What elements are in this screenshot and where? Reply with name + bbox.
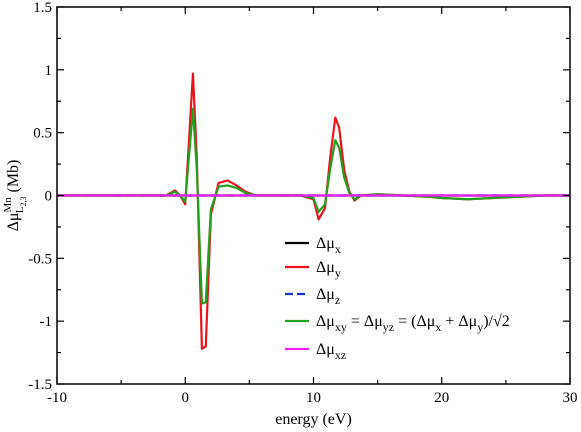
y-label-sup: Mn [2, 197, 14, 213]
legend-label-3: Δμz [316, 286, 340, 307]
x-tick-label: 0 [182, 390, 190, 406]
x-axis-label: energy (eV) [275, 411, 352, 428]
y-label-sub: L [14, 206, 26, 213]
legend-label-2: Δμy [316, 259, 341, 280]
series-layer [57, 72, 570, 350]
series-line-4 [57, 107, 570, 305]
x-tick-label: 10 [306, 390, 321, 406]
y-tick-label: 0.5 [33, 126, 52, 142]
y-tick-label: -1 [40, 314, 53, 330]
x-tick-label: -10 [47, 390, 67, 406]
legend-label-5: Δμxz [316, 341, 346, 362]
y-tick-label: 1 [45, 63, 53, 79]
ticks-layer: -10 0 10 20 30 -1.5 -1 -0.5 0 0.5 1 1.5 [28, 0, 577, 406]
y-tick-label: -1.5 [28, 377, 52, 393]
series-line-2 [57, 72, 570, 350]
y-label-suffix: (Mb) [5, 160, 22, 197]
legend-label-4: Δμxy = Δμyz = (Δμx + Δμy)/√2 [316, 313, 510, 334]
x-tick-label: 30 [563, 390, 578, 406]
y-label-subsub: 2,3 [19, 197, 28, 207]
x-tick-label: 20 [434, 390, 449, 406]
legend-label-1: Δμx [316, 235, 341, 256]
y-axis-label: ΔμMnL2,3 (Mb) [2, 160, 28, 232]
y-tick-label: 1.5 [33, 0, 52, 16]
legend: Δμx Δμy Δμz Δμxy = Δμyz = (Δμx + Δμy)/√2 Δμx… [285, 235, 510, 362]
y-tick-label: -0.5 [28, 251, 52, 267]
y-label-prefix: Δμ [5, 213, 22, 232]
y-tick-label: 0 [45, 189, 53, 205]
